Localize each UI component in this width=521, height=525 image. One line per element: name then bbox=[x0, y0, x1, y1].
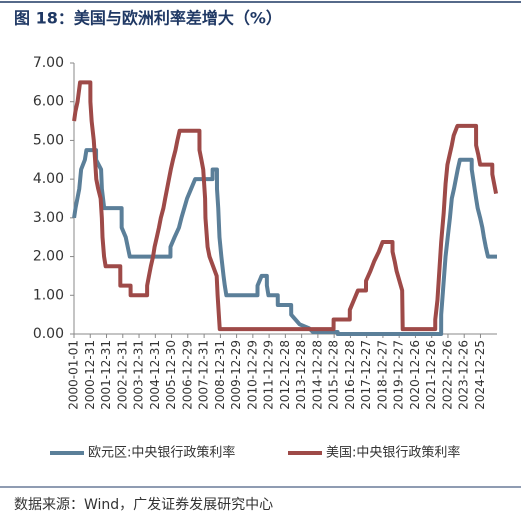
x-tick-label: 2019-12-27 bbox=[392, 340, 406, 410]
y-tick-label: 6.00 bbox=[33, 94, 64, 110]
x-tick-label: 2016-12-28 bbox=[343, 340, 357, 410]
chart-title: 图 18：美国与欧洲利率差增大（%） bbox=[14, 9, 282, 28]
y-tick-label: 5.00 bbox=[33, 132, 64, 148]
x-tick-label: 2020-12-26 bbox=[408, 340, 422, 410]
x-tick-label: 2014-12-28 bbox=[310, 340, 324, 410]
x-tick-label: 2005-12-30 bbox=[164, 340, 178, 410]
x-tick-label: 2006-12-29 bbox=[180, 340, 194, 410]
x-tick-label: 2013-12-28 bbox=[294, 340, 308, 410]
y-tick-label: 1.00 bbox=[33, 287, 64, 303]
x-tick-label: 2002-12-31 bbox=[115, 340, 129, 410]
y-tick-label: 0.00 bbox=[33, 326, 64, 342]
x-tick-label: 2000-12-31 bbox=[83, 340, 97, 410]
source-note: 数据来源：Wind，广发证券发展研究中心 bbox=[14, 497, 273, 513]
x-tick-label: 2021-12-26 bbox=[424, 340, 438, 410]
y-tick-label: 3.00 bbox=[33, 210, 64, 226]
y-tick-label: 7.00 bbox=[33, 55, 64, 71]
x-tick-label: 2008-12-31 bbox=[213, 340, 227, 410]
legend-label: 美国:中央银行政策利率 bbox=[326, 445, 460, 461]
x-tick-label: 2007-12-31 bbox=[197, 340, 211, 410]
x-tick-label: 2024-12-25 bbox=[473, 340, 487, 410]
x-tick-label: 2003-12-31 bbox=[132, 340, 146, 410]
x-tick-label: 2023-12-26 bbox=[457, 340, 471, 410]
x-tick-label: 2001-12-31 bbox=[99, 340, 113, 410]
x-tick-label: 2009-12-29 bbox=[229, 340, 243, 410]
y-tick-label: 2.00 bbox=[33, 249, 64, 265]
x-tick-label: 2000-01-01 bbox=[67, 340, 81, 410]
x-tick-label: 2022-12-26 bbox=[440, 340, 454, 410]
x-tick-label: 2011-12-29 bbox=[262, 340, 276, 410]
series-line bbox=[72, 148, 497, 336]
x-tick-label: 2015-12-28 bbox=[327, 340, 341, 410]
legend-label: 欧元区:中央银行政策利率 bbox=[88, 445, 235, 461]
y-tick-label: 4.00 bbox=[33, 171, 64, 187]
series-line bbox=[72, 80, 499, 332]
x-tick-label: 2004-12-31 bbox=[148, 340, 162, 410]
x-tick-label: 2018-12-27 bbox=[375, 340, 389, 410]
x-tick-label: 2017-12-27 bbox=[359, 340, 373, 410]
x-tick-label: 2010-12-29 bbox=[245, 340, 259, 410]
x-tick-label: 2012-12-28 bbox=[278, 340, 292, 410]
